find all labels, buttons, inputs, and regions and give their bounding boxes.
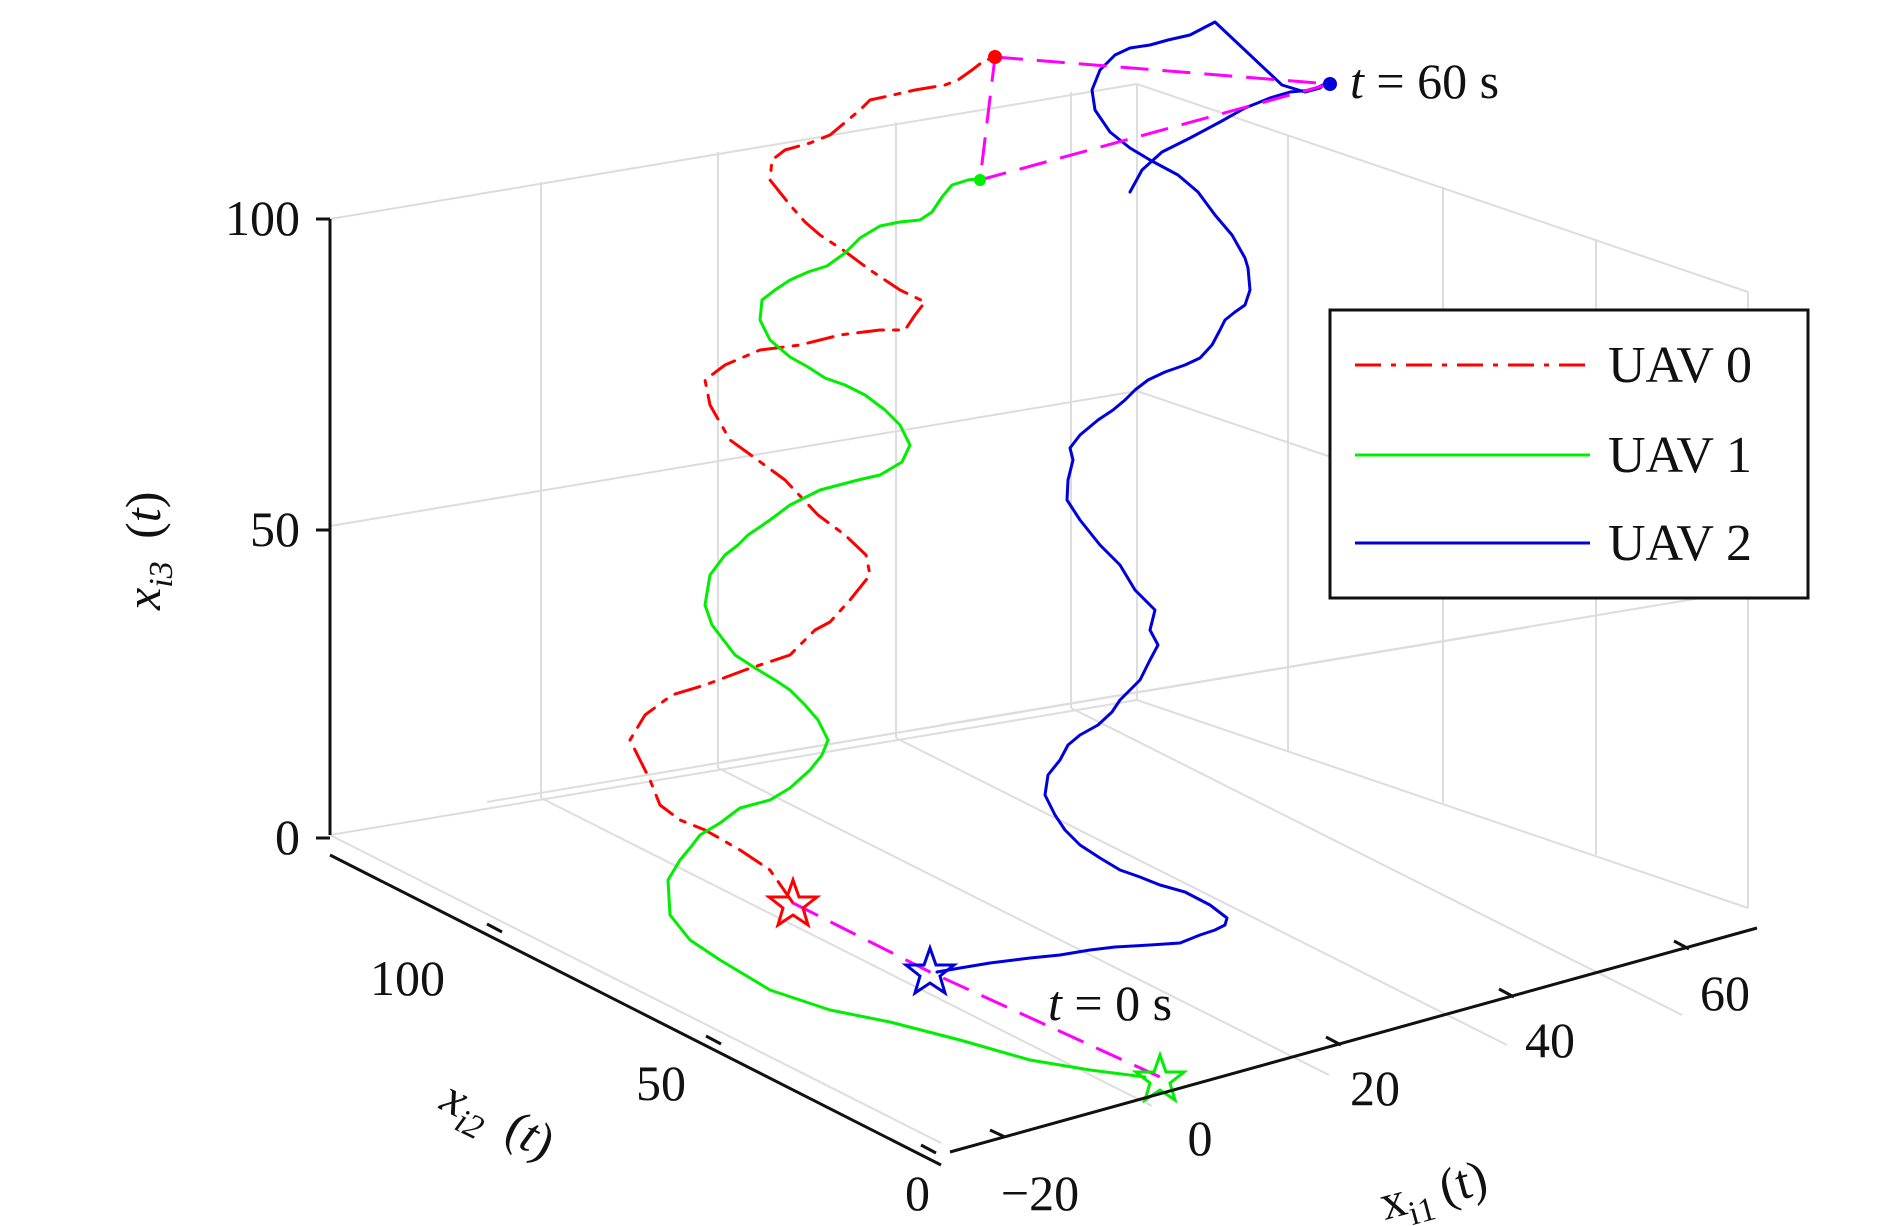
- y-tick-50: 50: [636, 1055, 686, 1111]
- z-tick-100: 100: [225, 190, 300, 246]
- y-axis-ticks: [486, 922, 937, 1155]
- uav-2-end-marker: [1323, 77, 1337, 91]
- x-tick-neg20: −20: [1001, 1165, 1079, 1221]
- x-tick-60: 60: [1700, 965, 1750, 1021]
- series-uav-0-line: [628, 56, 997, 905]
- x-axis-label: xi1(t): [1373, 1148, 1495, 1226]
- x-tick-0: 0: [1188, 1110, 1213, 1166]
- formation-line-start: [792, 901, 1161, 1079]
- formation-lines: [792, 55, 1331, 1079]
- axis-labels: xi3 (t) xi2 (t) xi1(t): [115, 492, 1495, 1226]
- z-tick-50: 50: [250, 501, 300, 557]
- z-axis-label: xi3 (t): [115, 492, 180, 611]
- end-markers: [974, 50, 1337, 186]
- uav-1-start-star: [1131, 1050, 1189, 1104]
- tick-labels: 100 50 0 100 50 0 −20 0 20 40 60: [225, 190, 1750, 1221]
- y-axis-line: [329, 853, 942, 1167]
- x-tick-40: 40: [1525, 1012, 1575, 1068]
- x-axis-line: [949, 926, 1758, 1154]
- legend: UAV 0 UAV 1 UAV 2: [1328, 308, 1810, 600]
- annotations: t = 60 s t = 0 s: [1048, 53, 1499, 1031]
- legend-label-uav-2: UAV 2: [1608, 515, 1752, 572]
- grid-lines: [329, 83, 1749, 1144]
- y-tick-0: 0: [905, 1165, 930, 1221]
- y-axis-label: xi2 (t): [428, 1067, 564, 1178]
- grid-back-left-wall: [329, 83, 1138, 836]
- uav-0-end-marker: [988, 50, 1002, 64]
- annotation-end-time: t = 60 s: [1350, 53, 1499, 109]
- y-tick-100: 100: [370, 950, 445, 1006]
- uav-0-start-star: [764, 875, 822, 929]
- formation-line-end: [978, 55, 1331, 183]
- series-uav-2-line: [935, 20, 1332, 974]
- legend-label-uav-1: UAV 1: [1608, 427, 1752, 484]
- series-uav-2-top-line: [1128, 82, 1327, 194]
- start-markers: [764, 875, 1189, 1104]
- z-tick-0: 0: [275, 809, 300, 865]
- trajectories: [628, 20, 1332, 1079]
- x-axis-ticks: [989, 939, 1690, 1139]
- annotation-start-time: t = 0 s: [1048, 975, 1172, 1031]
- axes: [316, 217, 1758, 1167]
- z-axis-ticks: [316, 217, 330, 840]
- uav-1-end-marker: [974, 174, 986, 186]
- legend-label-uav-0: UAV 0: [1608, 337, 1752, 394]
- x-tick-20: 20: [1350, 1060, 1400, 1116]
- uav-2-start-star: [901, 943, 959, 997]
- series-uav-1-line: [666, 176, 1147, 1079]
